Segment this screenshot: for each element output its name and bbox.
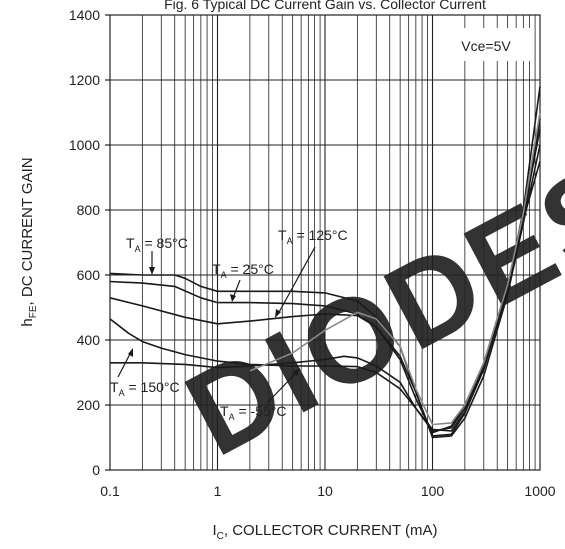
x-tick-label: 1000 [524, 483, 555, 499]
chart-title-fragment: Fig. 6 Typical DC Current Gain vs. Colle… [164, 0, 486, 12]
y-tick-label: 1000 [69, 137, 100, 153]
annotation-ta25: TA = 25°C [212, 261, 274, 302]
grid-lines [110, 15, 540, 470]
x-tick-label: 100 [421, 483, 445, 499]
y-tick-label: 1400 [69, 7, 100, 23]
svg-text:TA = 85°C: TA = 85°C [126, 235, 188, 254]
y-tick-label: 400 [77, 332, 101, 348]
y-tick-label: 0 [92, 462, 100, 478]
y-tick-label: 200 [77, 397, 101, 413]
x-tick-label: 0.1 [100, 483, 120, 499]
series-line-tan55 [110, 161, 541, 432]
annotation-ta125: TA = 125°C [275, 227, 348, 318]
x-tick-label: 10 [317, 483, 333, 499]
svg-text:TA = 125°C: TA = 125°C [278, 227, 348, 246]
plot-frame [109, 14, 541, 471]
svg-text:TA = -55°C: TA = -55°C [220, 403, 286, 422]
y-tick-labels: 0 200 400 600 800 1000 1200 1400 [69, 7, 110, 478]
y-tick-label: 1200 [69, 72, 100, 88]
annotation-ta150: TA = 150°C [110, 348, 180, 398]
annotation-ta-55: TA = -55°C [220, 368, 300, 422]
x-axis-label: IC, COLLECTOR CURRENT (mA) [212, 522, 437, 542]
svg-text:TA = 25°C: TA = 25°C [212, 261, 274, 280]
svg-text:TA = 150°C: TA = 150°C [110, 379, 180, 398]
y-tick-label: 600 [77, 267, 101, 283]
condition-box: Vce=5V [438, 28, 533, 61]
y-tick-label: 800 [77, 202, 101, 218]
x-tick-label: 1 [214, 483, 222, 499]
series-lines [109, 86, 541, 439]
condition-label: Vce=5V [461, 38, 511, 54]
series-line-ta25 [109, 118, 541, 439]
series-line-gray [249, 112, 541, 426]
series-line-ta150 [109, 144, 541, 432]
y-axis-label: hFE, DC CURRENT GAIN [19, 157, 39, 326]
svg-text:Fig. 6 Typical DC Current Gain: Fig. 6 Typical DC Current Gain vs. Colle… [164, 0, 486, 12]
x-tick-labels: 0.1 1 10 100 1000 [100, 483, 556, 499]
annotation-ta85: TA = 85°C [126, 235, 188, 275]
